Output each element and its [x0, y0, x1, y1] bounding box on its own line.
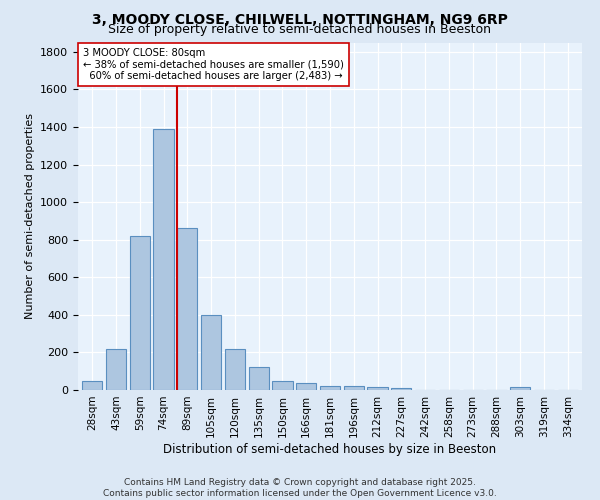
Bar [510, 387, 530, 390]
Bar [367, 387, 388, 390]
Text: 3, MOODY CLOSE, CHILWELL, NOTTINGHAM, NG9 6RP: 3, MOODY CLOSE, CHILWELL, NOTTINGHAM, NG… [92, 12, 508, 26]
Bar [344, 386, 364, 390]
X-axis label: Distribution of semi-detached houses by size in Beeston: Distribution of semi-detached houses by … [163, 442, 497, 456]
Bar [130, 236, 150, 390]
Text: Contains HM Land Registry data © Crown copyright and database right 2025.
Contai: Contains HM Land Registry data © Crown c… [103, 478, 497, 498]
Bar [248, 368, 269, 390]
Bar [296, 384, 316, 390]
Text: 3 MOODY CLOSE: 80sqm
← 38% of semi-detached houses are smaller (1,590)
  60% of : 3 MOODY CLOSE: 80sqm ← 38% of semi-detac… [83, 48, 344, 81]
Bar [201, 315, 221, 390]
Y-axis label: Number of semi-detached properties: Number of semi-detached properties [25, 114, 35, 320]
Bar [154, 129, 173, 390]
Bar [272, 380, 293, 390]
Text: Size of property relative to semi-detached houses in Beeston: Size of property relative to semi-detach… [109, 22, 491, 36]
Bar [225, 348, 245, 390]
Bar [177, 228, 197, 390]
Bar [106, 348, 126, 390]
Bar [82, 380, 103, 390]
Bar [391, 388, 412, 390]
Bar [320, 386, 340, 390]
